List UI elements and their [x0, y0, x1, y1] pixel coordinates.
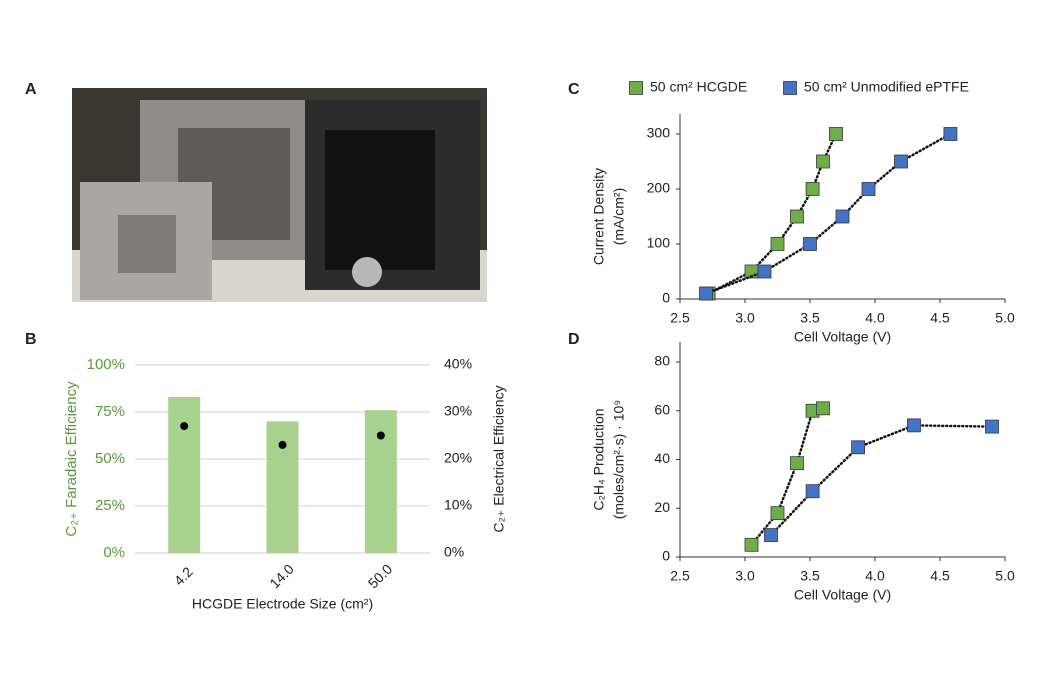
y-tick-label: 20	[654, 499, 670, 515]
marker	[180, 422, 189, 431]
marker	[829, 127, 843, 141]
x-tick-label: 3.5	[800, 310, 820, 326]
y-tick-label: 300	[647, 125, 671, 141]
marker	[770, 506, 785, 521]
y-axis-label: C₂H₄ Production	[591, 408, 607, 510]
bar	[168, 396, 201, 553]
y2-tick-label: 10%	[444, 497, 472, 513]
y-tick-label: 80	[654, 353, 670, 369]
marker	[805, 182, 820, 196]
marker	[757, 264, 772, 279]
marker	[943, 127, 958, 141]
trendline	[750, 407, 825, 547]
x-tick-label: 3.5	[800, 568, 820, 584]
panel-label: B	[25, 331, 37, 348]
y-tick-label: 0	[662, 290, 670, 306]
panel-label: A	[25, 81, 37, 98]
x-tick-label: 2.5	[670, 568, 690, 584]
marker	[744, 537, 759, 552]
y-tick-label: 25%	[95, 497, 125, 514]
marker	[985, 419, 999, 434]
x-tick-label: 4.0	[865, 310, 885, 326]
y-tick-label: 0	[662, 548, 670, 564]
marker	[278, 440, 287, 449]
y2-axis-label: C₂₊ Electrical Efficiency	[491, 385, 507, 532]
marker	[805, 484, 820, 499]
marker	[907, 418, 921, 433]
y2-tick-label: 20%	[444, 450, 472, 466]
x-tick-label: 14.0	[266, 561, 297, 592]
marker	[699, 286, 713, 301]
marker	[770, 237, 785, 251]
y-tick-label: 60	[654, 401, 670, 417]
legend-swatch	[783, 81, 797, 95]
x-tick-label: 4.2	[171, 563, 196, 588]
x-tick-label: 5.0	[995, 568, 1015, 584]
marker	[816, 154, 830, 169]
marker	[790, 209, 804, 224]
marker	[764, 528, 778, 542]
marker	[861, 182, 876, 196]
y2-tick-label: 30%	[444, 403, 472, 419]
y-tick-label: 50%	[95, 450, 125, 467]
y-axis-label: C₂₊ Faradaic Efficiency	[63, 381, 80, 537]
y-tick-label: 200	[647, 180, 671, 196]
x-axis-label: HCGDE Electrode Size (cm²)	[192, 596, 373, 612]
panel-label: D	[568, 331, 580, 348]
marker	[835, 209, 850, 224]
y2-tick-label: 40%	[444, 356, 472, 372]
y-tick-label: 100	[647, 235, 671, 251]
x-axis-label: Cell Voltage (V)	[794, 329, 891, 345]
x-tick-label: 4.0	[865, 568, 885, 584]
marker	[803, 237, 817, 251]
marker	[790, 456, 804, 471]
y-axis-label: (mA/cm²)	[611, 188, 627, 246]
x-tick-label: 3.0	[735, 568, 755, 584]
x-tick-label: 2.5	[670, 310, 690, 326]
y-axis-label: Current Density	[591, 168, 607, 265]
marker	[851, 440, 865, 455]
marker	[816, 401, 830, 416]
legend-swatch	[629, 81, 643, 95]
marker	[376, 431, 385, 440]
y2-tick-label: 0%	[444, 544, 464, 560]
legend-label: 50 cm² Unmodified ePTFE	[804, 79, 969, 95]
x-tick-label: 50.0	[365, 561, 396, 592]
y-tick-label: 75%	[95, 403, 125, 420]
x-tick-label: 4.5	[930, 568, 950, 584]
y-tick-label: 40	[654, 450, 670, 466]
panel-label: C	[568, 81, 580, 98]
x-tick-label: 3.0	[735, 310, 755, 326]
x-axis-label: Cell Voltage (V)	[794, 587, 891, 603]
y-axis-label: (moles/cm²·s) · 10⁹	[611, 400, 627, 520]
photo	[72, 88, 487, 302]
marker	[894, 154, 908, 169]
legend-label: 50 cm² HCGDE	[650, 79, 747, 95]
y-tick-label: 100%	[87, 356, 125, 373]
x-tick-label: 5.0	[995, 310, 1015, 326]
y-tick-label: 0%	[103, 544, 125, 561]
x-tick-label: 4.5	[930, 310, 950, 326]
